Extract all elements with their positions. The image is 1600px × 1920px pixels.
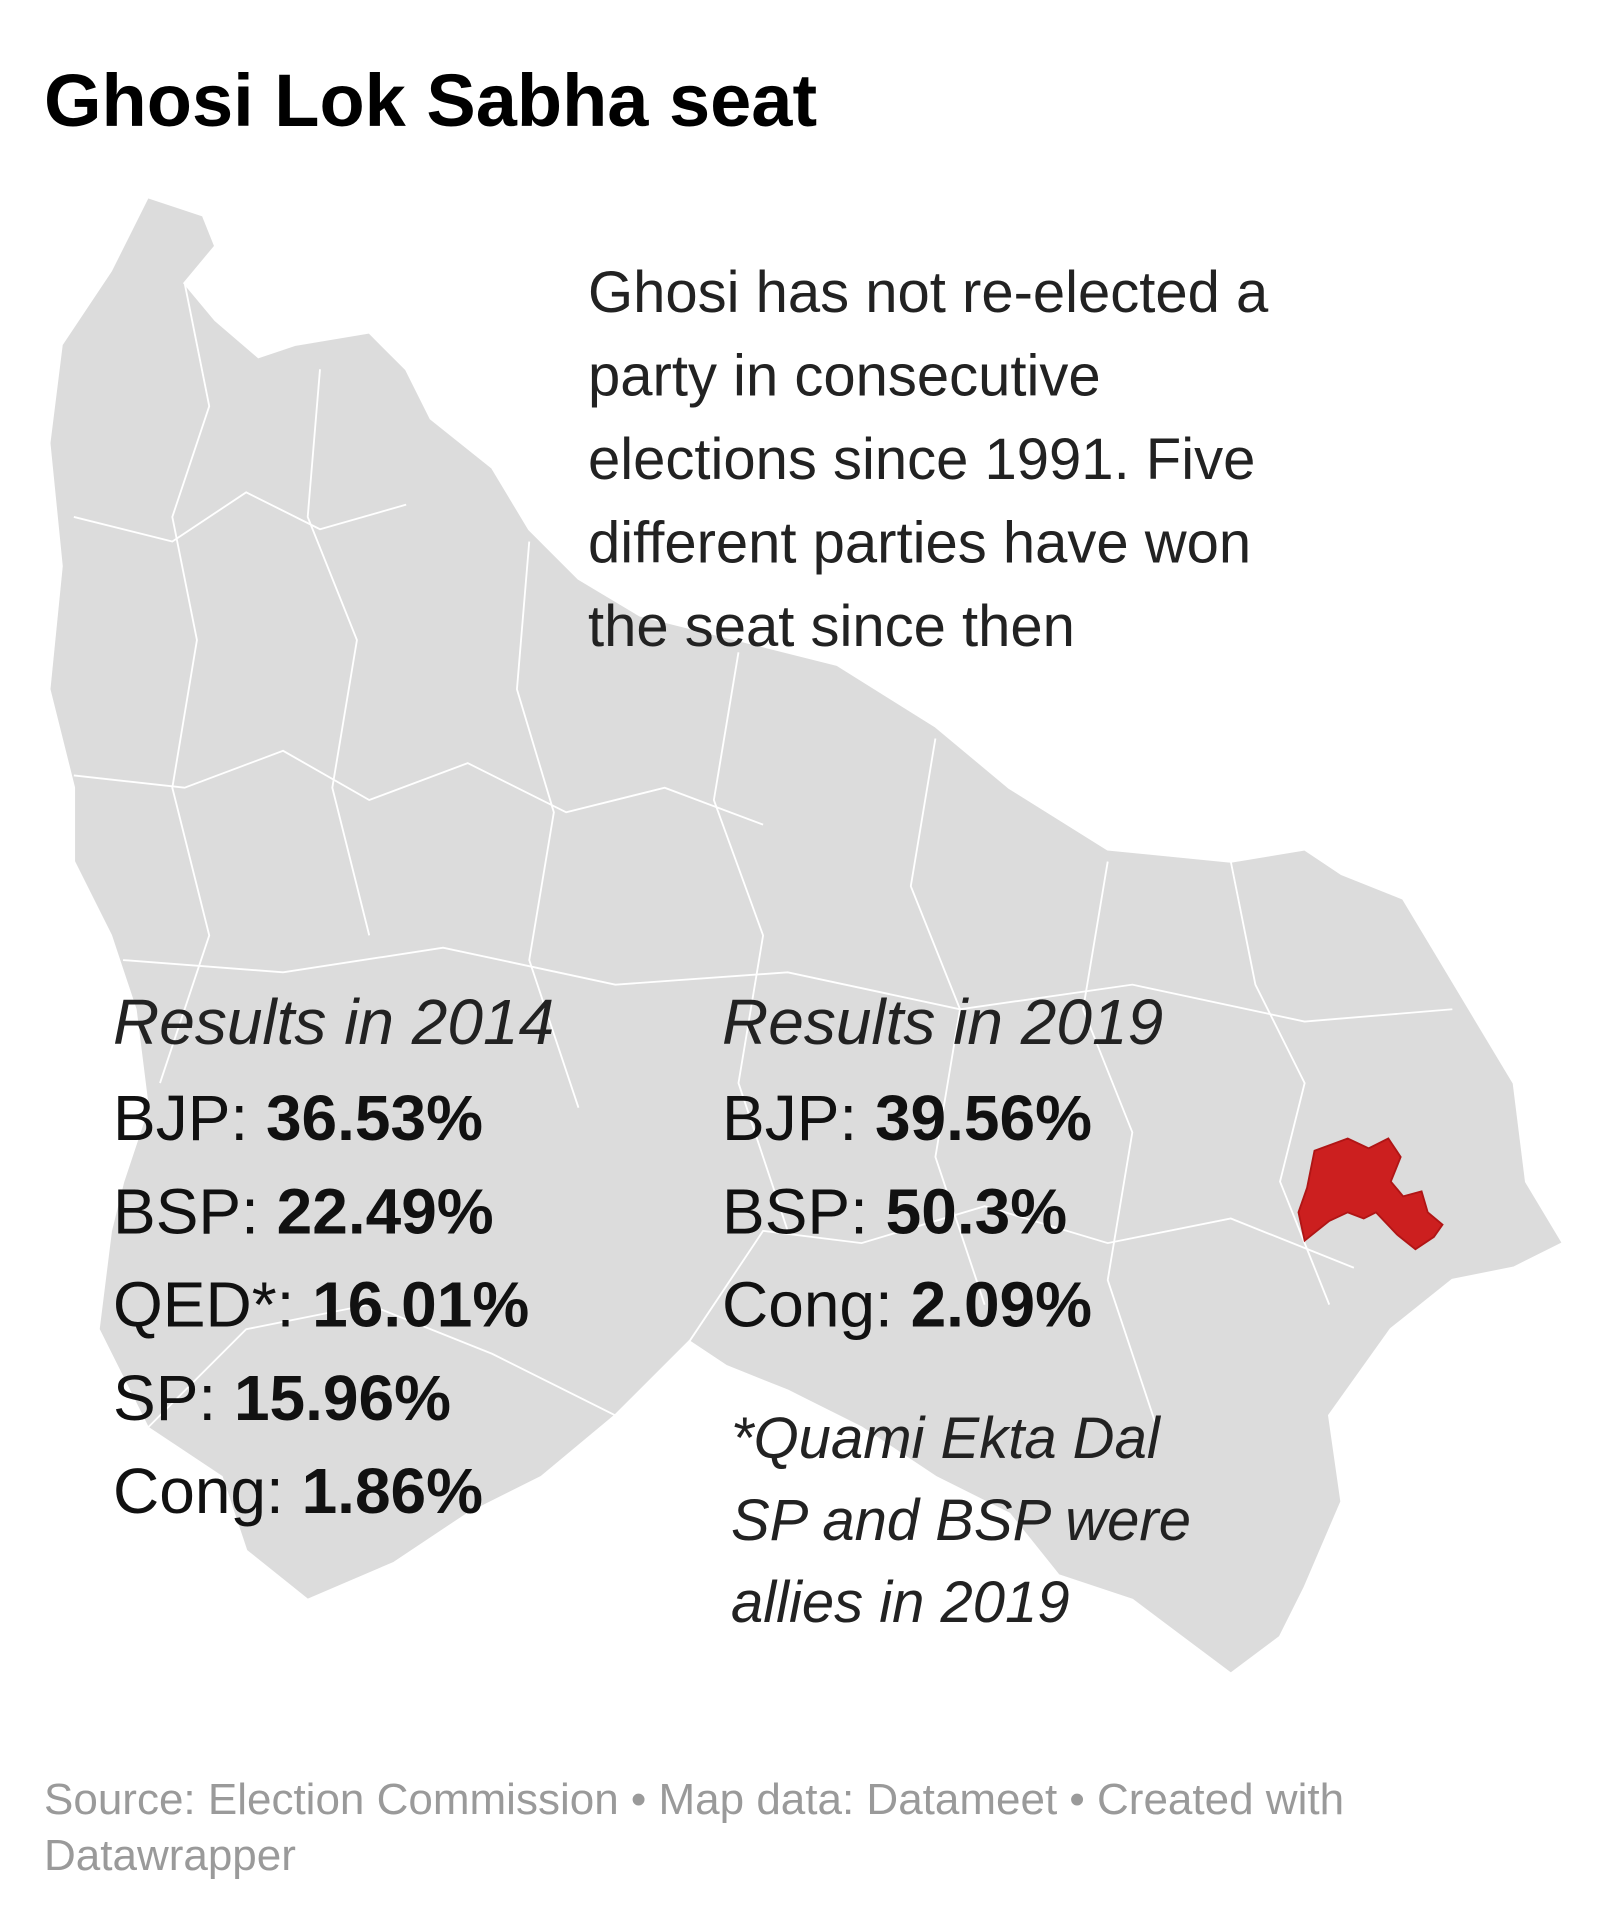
footnote-line: SP and BSP were bbox=[731, 1488, 1191, 1553]
state-outline bbox=[47, 195, 1565, 1676]
party-name: Cong: bbox=[722, 1269, 893, 1341]
annotation-line: the seat since then bbox=[588, 594, 1075, 659]
title: Ghosi Lok Sabha seat bbox=[44, 59, 817, 142]
result-row: BJP: 36.53% bbox=[113, 1082, 483, 1154]
annotation: Ghosi has not re-elected a party in conse… bbox=[588, 260, 1269, 659]
party-name: SP: bbox=[113, 1362, 216, 1434]
annotation-line: different parties have won bbox=[588, 511, 1251, 576]
party-name: Cong: bbox=[113, 1455, 284, 1527]
vote-share: 1.86% bbox=[302, 1455, 483, 1527]
footnote-line: allies in 2019 bbox=[731, 1570, 1070, 1635]
vote-share: 16.01% bbox=[312, 1269, 529, 1341]
result-row: SP: 15.96% bbox=[113, 1362, 451, 1434]
vote-share: 22.49% bbox=[277, 1175, 494, 1247]
source-line: Datawrapper bbox=[44, 1831, 296, 1880]
source-line: Source: Election Commission • Map data: … bbox=[44, 1775, 1344, 1824]
map bbox=[47, 195, 1565, 1676]
footnote-line: *Quami Ekta Dal bbox=[731, 1406, 1162, 1471]
result-row: QED*: 16.01% bbox=[113, 1269, 529, 1341]
vote-share: 2.09% bbox=[911, 1269, 1092, 1341]
vote-share: 39.56% bbox=[875, 1082, 1092, 1154]
annotation-line: Ghosi has not re-elected a bbox=[588, 260, 1269, 325]
ghosi-seat bbox=[1297, 1137, 1444, 1251]
vote-share: 15.96% bbox=[234, 1362, 451, 1434]
vote-share: 50.3% bbox=[886, 1175, 1067, 1247]
party-name: BJP: bbox=[113, 1082, 248, 1154]
source: Source: Election Commission • Map data: … bbox=[44, 1775, 1344, 1880]
vote-share: 36.53% bbox=[266, 1082, 483, 1154]
result-row: Cong: 2.09% bbox=[722, 1269, 1092, 1341]
annotation-line: elections since 1991. Five bbox=[588, 427, 1255, 492]
result-row: Cong: 1.86% bbox=[113, 1455, 483, 1527]
party-name: BSP: bbox=[113, 1175, 259, 1247]
result-row: BSP: 22.49% bbox=[113, 1175, 494, 1247]
result-row: BSP: 50.3% bbox=[722, 1175, 1067, 1247]
footnote: *Quami Ekta Dal SP and BSP were allies in … bbox=[731, 1406, 1191, 1635]
constituency-borders bbox=[73, 282, 1453, 1429]
party-name: QED*: bbox=[113, 1269, 294, 1341]
results-heading: Results in 2014 bbox=[113, 986, 554, 1058]
results-heading: Results in 2019 bbox=[722, 986, 1163, 1058]
party-name: BJP: bbox=[722, 1082, 857, 1154]
annotation-line: party in consecutive bbox=[588, 344, 1101, 409]
party-name: BSP: bbox=[722, 1175, 868, 1247]
result-row: BJP: 39.56% bbox=[722, 1082, 1092, 1154]
